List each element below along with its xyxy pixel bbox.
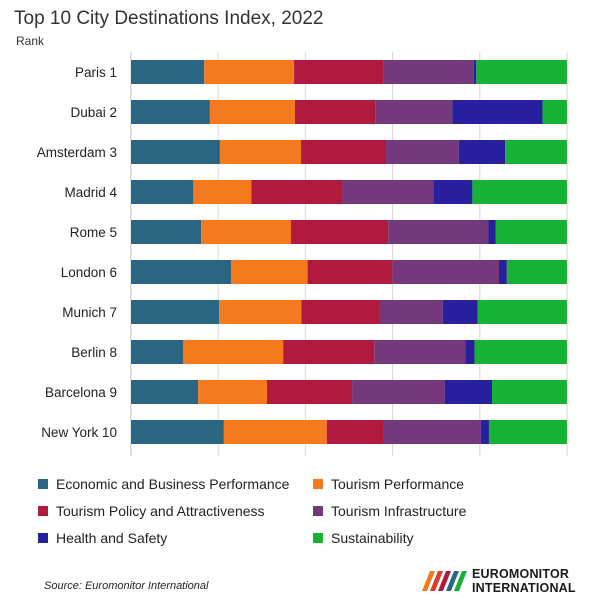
bar-segment [495,220,567,244]
bar-segment [201,220,292,244]
category-label: Amsterdam 3 [37,145,117,160]
stacked-bar-chart: Paris 1 Dubai 2 Amsterdam 3 Madrid 4 Rome 5 L… [37,52,568,456]
chart-title: Top 10 City Destinations Index, 2022 [14,8,324,29]
source-note: Source: Euromonitor International [44,580,209,592]
bar-segment [388,220,489,244]
bar-segment [383,420,481,444]
legend-swatch [313,506,323,516]
bar-segment [474,340,567,364]
chart-subtitle: Rank [16,34,45,48]
bar-segment [392,260,499,284]
bar-segment [465,340,475,364]
bar-segment [342,180,434,204]
bar-segment [433,180,473,204]
bar-segment [379,300,443,324]
bar-segment [472,180,567,204]
bar-segment [131,60,205,84]
bar-segment [480,420,489,444]
bar-segment [375,100,453,124]
bar-segment [307,260,393,284]
logo-line-2: INTERNATIONAL [472,581,576,595]
bar-segment [473,60,477,84]
legend-item: Sustainability [313,530,414,546]
legend-item: Health and Safety [38,530,167,546]
bar-segment [488,220,496,244]
category-label: Munich 7 [62,305,117,320]
bar-segment [498,260,507,284]
bar-segment [458,140,506,164]
bar-segment [209,100,295,124]
bar-segment [386,140,459,164]
bar-segment [301,140,387,164]
bar-segment [131,220,202,244]
bar-segment [219,300,302,324]
bar-segment [301,300,380,324]
legend-item: Tourism Policy and Attractiveness [38,503,265,519]
bar-segment [131,340,184,364]
logo-line-1: EUROMONITOR [472,567,570,581]
legend-swatch [313,533,323,543]
legend-label: Health and Safety [56,530,168,546]
bar-segment [505,140,567,164]
legend-swatch [38,506,48,516]
bar-segment [488,420,567,444]
bar-segment [131,260,232,284]
bar-segment [131,380,199,404]
category-label: Dubai 2 [70,105,117,120]
bar-segment [506,260,567,284]
legend-swatch [38,533,48,543]
bar-segment [193,180,252,204]
bar-segment [219,140,302,164]
bar-segment [492,380,567,404]
category-label: London 6 [61,265,117,280]
bar-segment [131,140,220,164]
legend-label: Tourism Performance [331,476,465,492]
bar-segment [198,380,268,404]
legend-item: Economic and Business Performance [38,476,289,492]
legend-label: Economic and Business Performance [56,476,290,492]
bar-segment [131,420,224,444]
category-label: Barcelona 9 [45,385,117,400]
bar-segment [204,60,295,84]
bar-segment [326,420,384,444]
bar-segment [231,260,308,284]
legend-swatch [38,479,48,489]
euromonitor-logo: EUROMONITOR INTERNATIONAL [422,565,592,601]
legend-swatch [313,479,323,489]
bar-segment [183,340,284,364]
bar-segment [283,340,375,364]
bar-segment [251,180,343,204]
category-label: New York 10 [41,425,117,440]
bar-segment [542,100,567,124]
legend-item: Tourism Performance [313,476,464,492]
legend-label: Tourism Policy and Attractiveness [56,503,265,519]
bar-segment [352,380,445,404]
bar-segment [383,60,474,84]
bar-segment [476,60,567,84]
category-label: Paris 1 [75,65,117,80]
category-label: Berlin 8 [71,345,117,360]
bar-segment [131,300,220,324]
bar-segment [294,60,384,84]
bar-segment [374,340,466,364]
bar-segment [444,380,493,404]
euromonitor-logo-icon [422,571,467,591]
bar-segment [267,380,353,404]
legend-item: Tourism Infrastructure [313,503,466,519]
bar-segment [442,300,478,324]
bar-segment [131,100,210,124]
logo-wordmark: EUROMONITOR INTERNATIONAL [472,567,576,595]
bar-segment [291,220,389,244]
bar-segment [223,420,327,444]
bar-segment [477,300,567,324]
bar-segment [131,180,194,204]
legend-label: Sustainability [331,530,414,546]
category-label: Madrid 4 [64,185,117,200]
bar-segment [452,100,543,124]
legend-label: Tourism Infrastructure [331,503,467,519]
category-label: Rome 5 [70,225,117,240]
bar-segment [294,100,376,124]
